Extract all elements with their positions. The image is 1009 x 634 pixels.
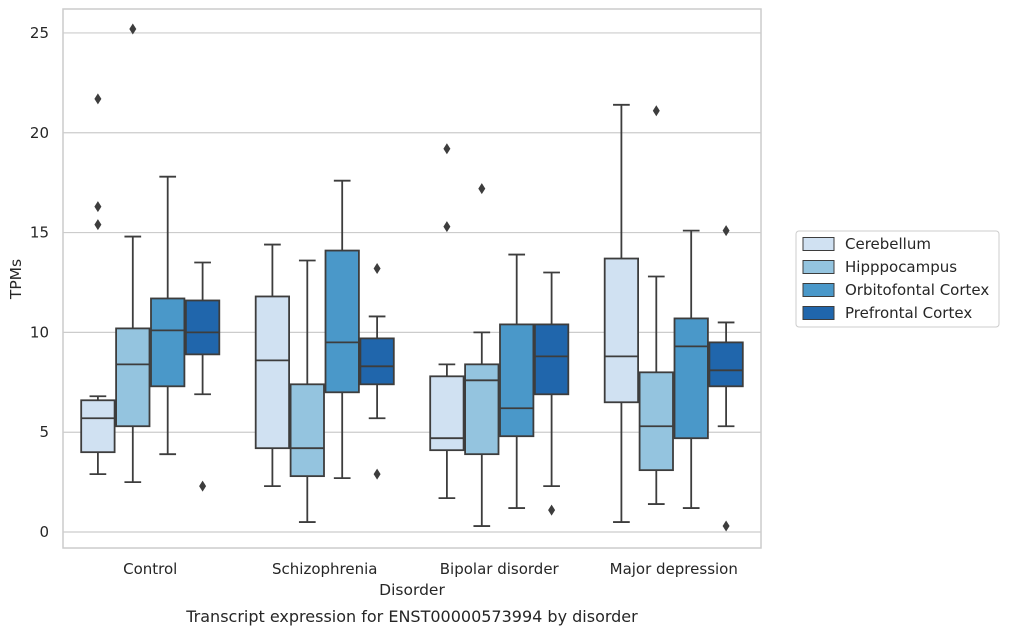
legend-frame — [795, 230, 1000, 328]
y-tick-label: 20 — [30, 124, 49, 142]
outlier-point — [94, 219, 102, 231]
outlier-point — [94, 201, 102, 213]
legend-item: Orbitofontal Cortex — [802, 281, 989, 299]
box — [80, 93, 116, 476]
box — [115, 23, 151, 484]
outlier-point — [722, 225, 730, 237]
series-prefrontal-cortex — [184, 225, 744, 532]
outlier-point — [443, 143, 451, 155]
box-iqr — [80, 399, 116, 454]
box-iqr — [499, 323, 535, 438]
outlier-point — [94, 93, 102, 105]
legend-label: Cerebellum — [845, 235, 931, 253]
box — [289, 259, 325, 523]
box — [150, 175, 186, 456]
x-axis-ticks: Control Schizophrenia Bipolar disorder Majo… — [123, 560, 738, 578]
outlier-point — [722, 520, 730, 532]
outlier-point — [478, 183, 486, 195]
box — [464, 183, 500, 527]
legend-item: Cerebellum — [802, 235, 931, 253]
box-series — [80, 23, 744, 532]
x-tick-label: Control — [123, 560, 177, 578]
box-iqr — [603, 257, 640, 404]
box-iqr — [184, 299, 221, 356]
y-tick-label: 25 — [30, 24, 49, 42]
series-orbitofontal-cortex — [150, 175, 709, 509]
outlier-point — [373, 468, 381, 480]
x-axis-label: Disorder — [379, 581, 445, 599]
box — [429, 143, 465, 499]
box-iqr — [708, 341, 744, 388]
plot-area-frame — [62, 8, 762, 549]
legend-swatch — [802, 260, 835, 274]
x-tick-label: Bipolar disorder — [440, 560, 560, 578]
box — [603, 103, 640, 523]
box-iqr — [150, 297, 186, 388]
legend-item: Hipppocampus — [802, 258, 957, 276]
chart-caption: Transcript expression for ENST0000057399… — [185, 607, 638, 626]
y-axis-label: TPMs — [7, 259, 25, 300]
legend-label: Orbitofontal Cortex — [845, 281, 989, 299]
box — [324, 179, 360, 480]
series-cerebellum — [80, 93, 640, 523]
y-tick-label: 0 — [39, 523, 49, 541]
box-iqr — [115, 327, 151, 428]
legend-swatch — [802, 237, 835, 251]
legend-label: Prefrontal Cortex — [845, 304, 972, 322]
y-tick-label: 10 — [30, 323, 49, 341]
box-iqr — [673, 317, 709, 440]
y-tick-label: 15 — [30, 224, 49, 242]
box — [499, 253, 535, 509]
box — [708, 225, 744, 532]
box — [534, 271, 570, 516]
box-iqr — [289, 383, 325, 478]
box-iqr — [359, 337, 395, 386]
box — [254, 243, 290, 488]
box — [638, 105, 674, 505]
legend-swatch — [802, 283, 835, 297]
outlier-point — [199, 480, 207, 492]
box — [673, 229, 709, 509]
box-iqr — [534, 323, 570, 396]
outlier-point — [548, 504, 556, 516]
outlier-point — [652, 105, 660, 117]
legend-label: Hipppocampus — [845, 258, 957, 276]
box-iqr — [464, 363, 500, 456]
legend-swatch — [802, 306, 835, 320]
legend: Cerebellum Hipppocampus Orbitofontal Corte… — [795, 230, 1000, 328]
legend-item: Prefrontal Cortex — [802, 304, 972, 322]
x-tick-label: Schizophrenia — [272, 560, 377, 578]
box — [359, 263, 395, 480]
box-iqr — [254, 295, 290, 450]
series-hipppocampus — [115, 23, 674, 527]
y-axis-ticks: 0 5 10 15 20 25 — [30, 24, 49, 541]
y-tick-label: 5 — [39, 423, 49, 441]
outlier-point — [443, 221, 451, 233]
box-iqr — [324, 249, 360, 394]
x-tick-label: Major depression — [610, 560, 738, 578]
box-iqr — [638, 371, 674, 472]
box — [184, 261, 221, 492]
outlier-point — [129, 23, 137, 35]
outlier-point — [373, 263, 381, 275]
